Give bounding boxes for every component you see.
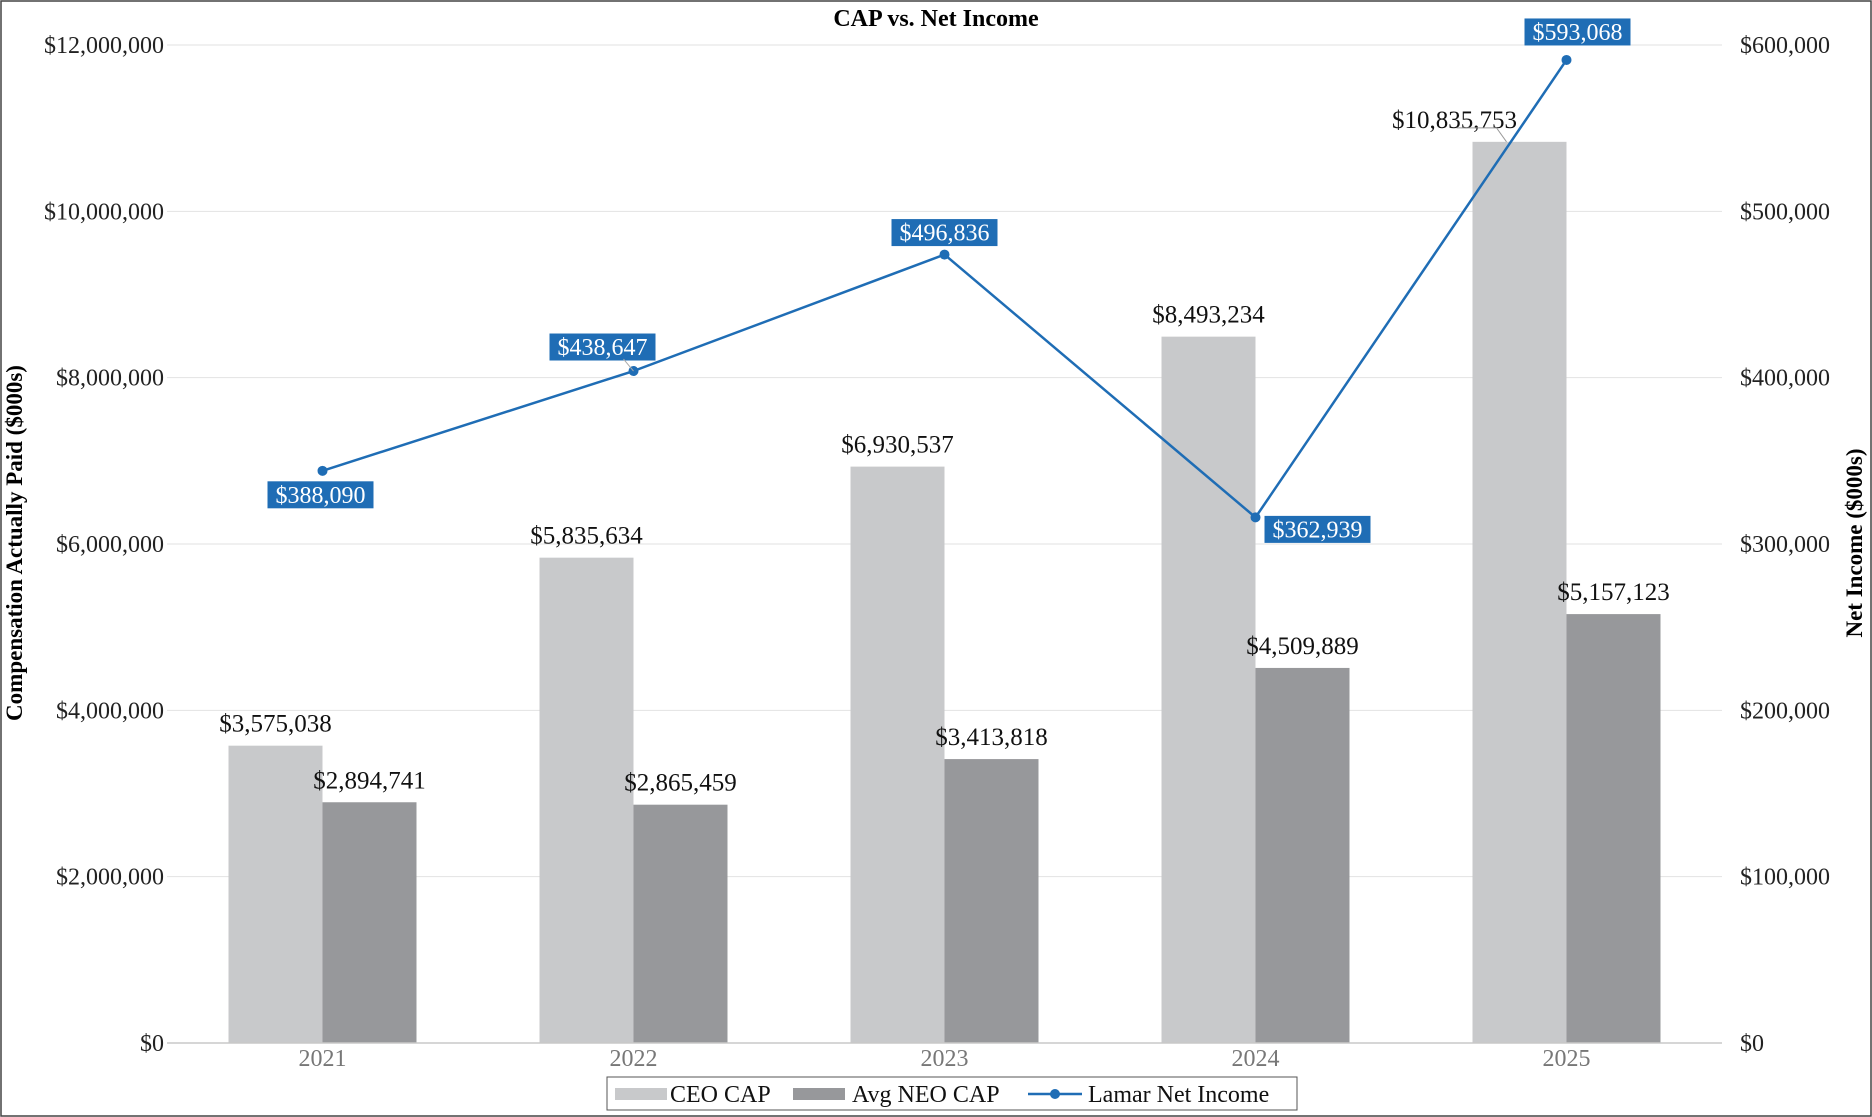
data-labels: $3,575,038 $2,894,741 $5,835,634 $2,865,459…	[219, 18, 1670, 797]
legend-swatch-ceo-cap	[615, 1088, 667, 1100]
y-right-tick-label: $300,000	[1740, 532, 1830, 558]
net-income-data-label: $362,939	[1273, 517, 1363, 543]
ceo-cap-bar	[539, 557, 634, 1043]
ceo-cap-data-label: $8,493,234	[1152, 302, 1265, 329]
net-income-label-bg	[267, 481, 374, 509]
net-income-label-bg	[1524, 18, 1631, 46]
net-income-data-label: $438,647	[558, 335, 648, 361]
legend-box	[606, 1076, 1298, 1111]
chart-title: CAP vs. Net Income	[833, 6, 1039, 32]
bars	[228, 141, 1661, 1044]
avg-neo-cap-bar	[944, 759, 1039, 1043]
ceo-cap-data-label: $10,835,753	[1392, 107, 1517, 134]
legend-swatch-avg-neo-cap	[793, 1088, 845, 1100]
axes: $0 $2,000,000 $4,000,000 $6,000,000 $8,000,0…	[44, 33, 1830, 1072]
x-tick-label: 2024	[1232, 1046, 1280, 1072]
ceo-cap-bar	[1161, 336, 1256, 1044]
ceo-cap-data-label: $6,930,537	[841, 432, 954, 459]
avg-neo-cap-data-label: $5,157,123	[1557, 579, 1670, 606]
y-right-tick-label: $500,000	[1740, 199, 1830, 225]
y-right-tick-label: $600,000	[1740, 33, 1830, 59]
y-left-tick-label: $12,000,000	[44, 33, 164, 59]
net-income-data-label: $593,068	[1533, 20, 1623, 46]
y-left-tick-label: $10,000,000	[44, 199, 164, 225]
legend: CEO CAP Avg NEO CAP Lamar Net Income	[606, 1076, 1298, 1111]
net-income-point	[317, 465, 328, 476]
x-tick-label: 2022	[610, 1046, 658, 1072]
ceo-cap-bar	[228, 745, 323, 1043]
net-income-point	[1250, 512, 1261, 523]
ceo-cap-data-label: $5,835,634	[530, 523, 643, 550]
avg-neo-cap-data-label: $2,865,459	[624, 770, 737, 797]
y-left-tick-label: $2,000,000	[56, 865, 164, 891]
y-right-tick-label: $200,000	[1740, 698, 1830, 724]
legend-entry-label: Avg NEO CAP	[852, 1082, 1000, 1108]
legend-swatch-net-income-marker	[1050, 1089, 1060, 1099]
avg-neo-cap-bar	[1566, 614, 1661, 1043]
gridlines	[167, 44, 1722, 878]
y-left-tick-label: $6,000,000	[56, 532, 164, 558]
y-axis-left-label: Compensation Actually Paid ($000s)	[2, 365, 27, 721]
label-leader-line	[1456, 127, 1507, 143]
y-right-tick-label: $100,000	[1740, 865, 1830, 891]
net-income-label-bg	[549, 333, 656, 361]
ceo-cap-bar	[850, 466, 945, 1043]
net-income-label-bg	[1264, 515, 1371, 543]
x-tick-label: 2021	[299, 1046, 347, 1072]
y-left-tick-label: $4,000,000	[56, 698, 164, 724]
legend-entry-label: Lamar Net Income	[1088, 1082, 1269, 1108]
net-income-data-label: $496,836	[900, 221, 990, 247]
avg-neo-cap-data-label: $4,509,889	[1246, 633, 1359, 660]
y-right-tick-label: $0	[1740, 1031, 1764, 1057]
y-right-tick-label: $400,000	[1740, 366, 1830, 392]
avg-neo-cap-data-label: $3,413,818	[935, 724, 1048, 751]
label-leader-line	[623, 358, 634, 372]
legend-entry-label: CEO CAP	[670, 1082, 771, 1108]
avg-neo-cap-data-label: $2,894,741	[313, 767, 426, 794]
x-tick-label: 2023	[921, 1046, 969, 1072]
net-income-label-bg	[891, 219, 998, 247]
y-left-tick-label: $0	[140, 1031, 164, 1057]
ceo-cap-data-label: $3,575,038	[219, 711, 332, 738]
net-income-point	[939, 249, 950, 260]
net-income-point	[1561, 54, 1572, 65]
avg-neo-cap-bar	[633, 804, 728, 1043]
x-tick-label: 2025	[1543, 1046, 1591, 1072]
net-income-data-label: $388,090	[276, 483, 366, 509]
net-income-line	[317, 54, 1572, 523]
ceo-cap-bar	[1472, 141, 1567, 1043]
y-left-tick-label: $8,000,000	[56, 366, 164, 392]
avg-neo-cap-bar	[322, 802, 417, 1043]
y-axis-right-label: Net Income ($000s)	[1842, 448, 1867, 637]
avg-neo-cap-bar	[1255, 667, 1350, 1043]
